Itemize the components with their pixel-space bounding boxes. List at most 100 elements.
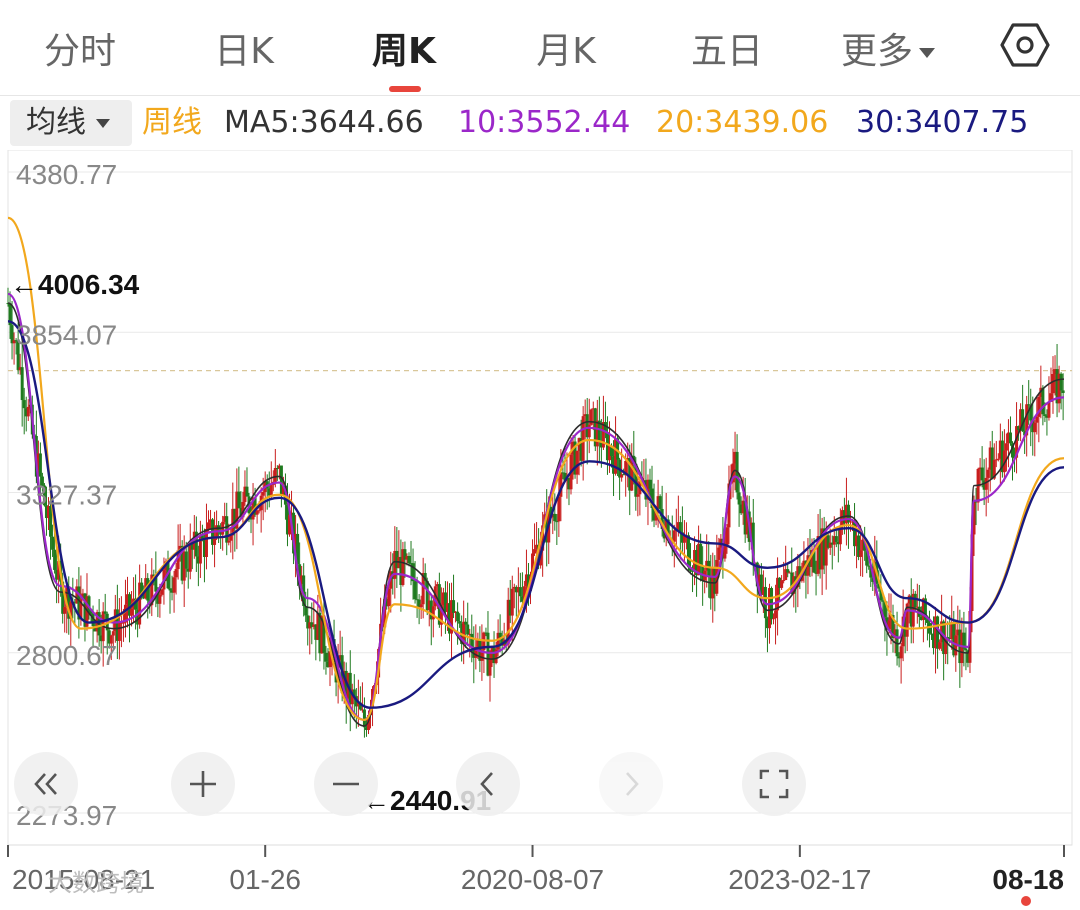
candle-body [456,611,460,622]
candle-body [555,521,559,523]
candle-body [314,624,318,640]
candle-body [20,367,24,401]
ma10-value: 10:3552.44 [458,105,631,140]
candle-body [91,613,95,627]
candle-body [227,540,231,543]
x-tick-label: 01-26 [229,864,301,895]
candle-body [573,441,577,475]
candle-body [818,536,822,570]
candle-body [229,535,233,541]
candle-body [399,556,403,585]
candle-body [1057,373,1061,404]
candle-body [26,406,30,417]
ma-line-ma30 [7,320,1065,709]
candle-body [237,491,241,508]
candle-body [938,642,942,649]
zoom-out-button[interactable] [314,752,378,816]
candle-body [865,550,869,566]
candle-body [691,570,695,572]
candle-body [468,633,472,635]
candle-body [51,536,55,550]
y-tick-label: 3854.07 [16,319,117,350]
candle-body [322,615,326,653]
candle-body [946,637,950,639]
plot-frame [7,150,1073,846]
candle-body [824,535,828,566]
zoom-in-button[interactable] [171,752,235,816]
candle-body [925,619,929,623]
candle-body [1011,443,1015,458]
minus-icon [333,782,359,786]
candle-body [415,599,419,601]
ma-type-dropdown[interactable]: 均线 [10,100,132,146]
candle-body [1059,373,1063,391]
candle-body [476,639,480,647]
candle-body [944,637,948,655]
ma30-value: 30:3407.75 [856,105,1029,140]
candle-body [67,586,71,619]
candle-body [73,602,77,604]
candle-body [802,560,806,571]
scroll-left-button[interactable] [456,752,520,816]
x-tick-label: 2023-02-17 [728,864,871,895]
settings-hexagon-icon[interactable] [1000,20,1050,70]
candle-body [285,504,289,535]
candle-body [960,632,964,664]
candle-body [352,689,356,697]
candle-body [294,533,298,554]
tab-daily-k[interactable]: 日K [214,31,274,72]
candle-body [603,422,607,433]
candle-body [130,608,134,616]
y-tick-label: 4380.77 [16,159,117,190]
candle-body [290,512,294,515]
candle-body [579,438,583,461]
candle-body [812,550,816,573]
candle-body [595,420,599,447]
candle-body [846,504,850,522]
fullscreen-button[interactable] [742,752,806,816]
candle-body [423,572,427,581]
candle-body [551,513,555,518]
candle-body [65,586,69,608]
candle-body [761,586,765,595]
candle-body [200,535,204,539]
candle-body [1019,409,1023,431]
candle-body [867,565,871,567]
candle-body [38,453,42,477]
candle-body [206,522,210,529]
candle-body [516,587,520,593]
candle-body [484,632,488,634]
tab-intraday[interactable]: 分时 [43,31,117,72]
candle-body [903,616,907,637]
candle-body [533,549,537,554]
candle-body [182,551,186,581]
candle-body [996,458,1000,460]
candle-body [1051,374,1055,394]
candle-body [834,536,838,542]
candle-body [298,564,302,584]
candle-body [107,630,111,644]
candle-body [733,451,737,464]
scroll-to-start-button[interactable] [14,752,78,816]
candle-body [751,522,755,564]
candle-body [743,500,747,535]
weekly-k-chart[interactable]: 4380.773854.073327.372800.672273.97←4006… [0,150,1080,910]
candle-body [919,616,923,621]
candle-body [891,615,895,639]
tab-more[interactable]: 更多 [840,22,936,74]
candle-body [929,633,933,635]
plus-icon [190,771,216,797]
candle-body [915,606,919,608]
candle-body [174,569,178,578]
candle-body [8,303,12,326]
tab-more-label: 更多 [840,31,914,72]
candle-body [296,533,300,565]
tab-monthly-k[interactable]: 月K [536,31,596,72]
max-price-label: ←4006.34 [10,269,140,300]
candle-body [1002,450,1006,473]
tab-weekly-k[interactable]: 周K [372,31,436,72]
tab-five-day[interactable]: 五日 [690,31,764,72]
scroll-right-button[interactable] [599,752,663,816]
candle-body [324,652,328,662]
candle-body [1045,415,1049,418]
